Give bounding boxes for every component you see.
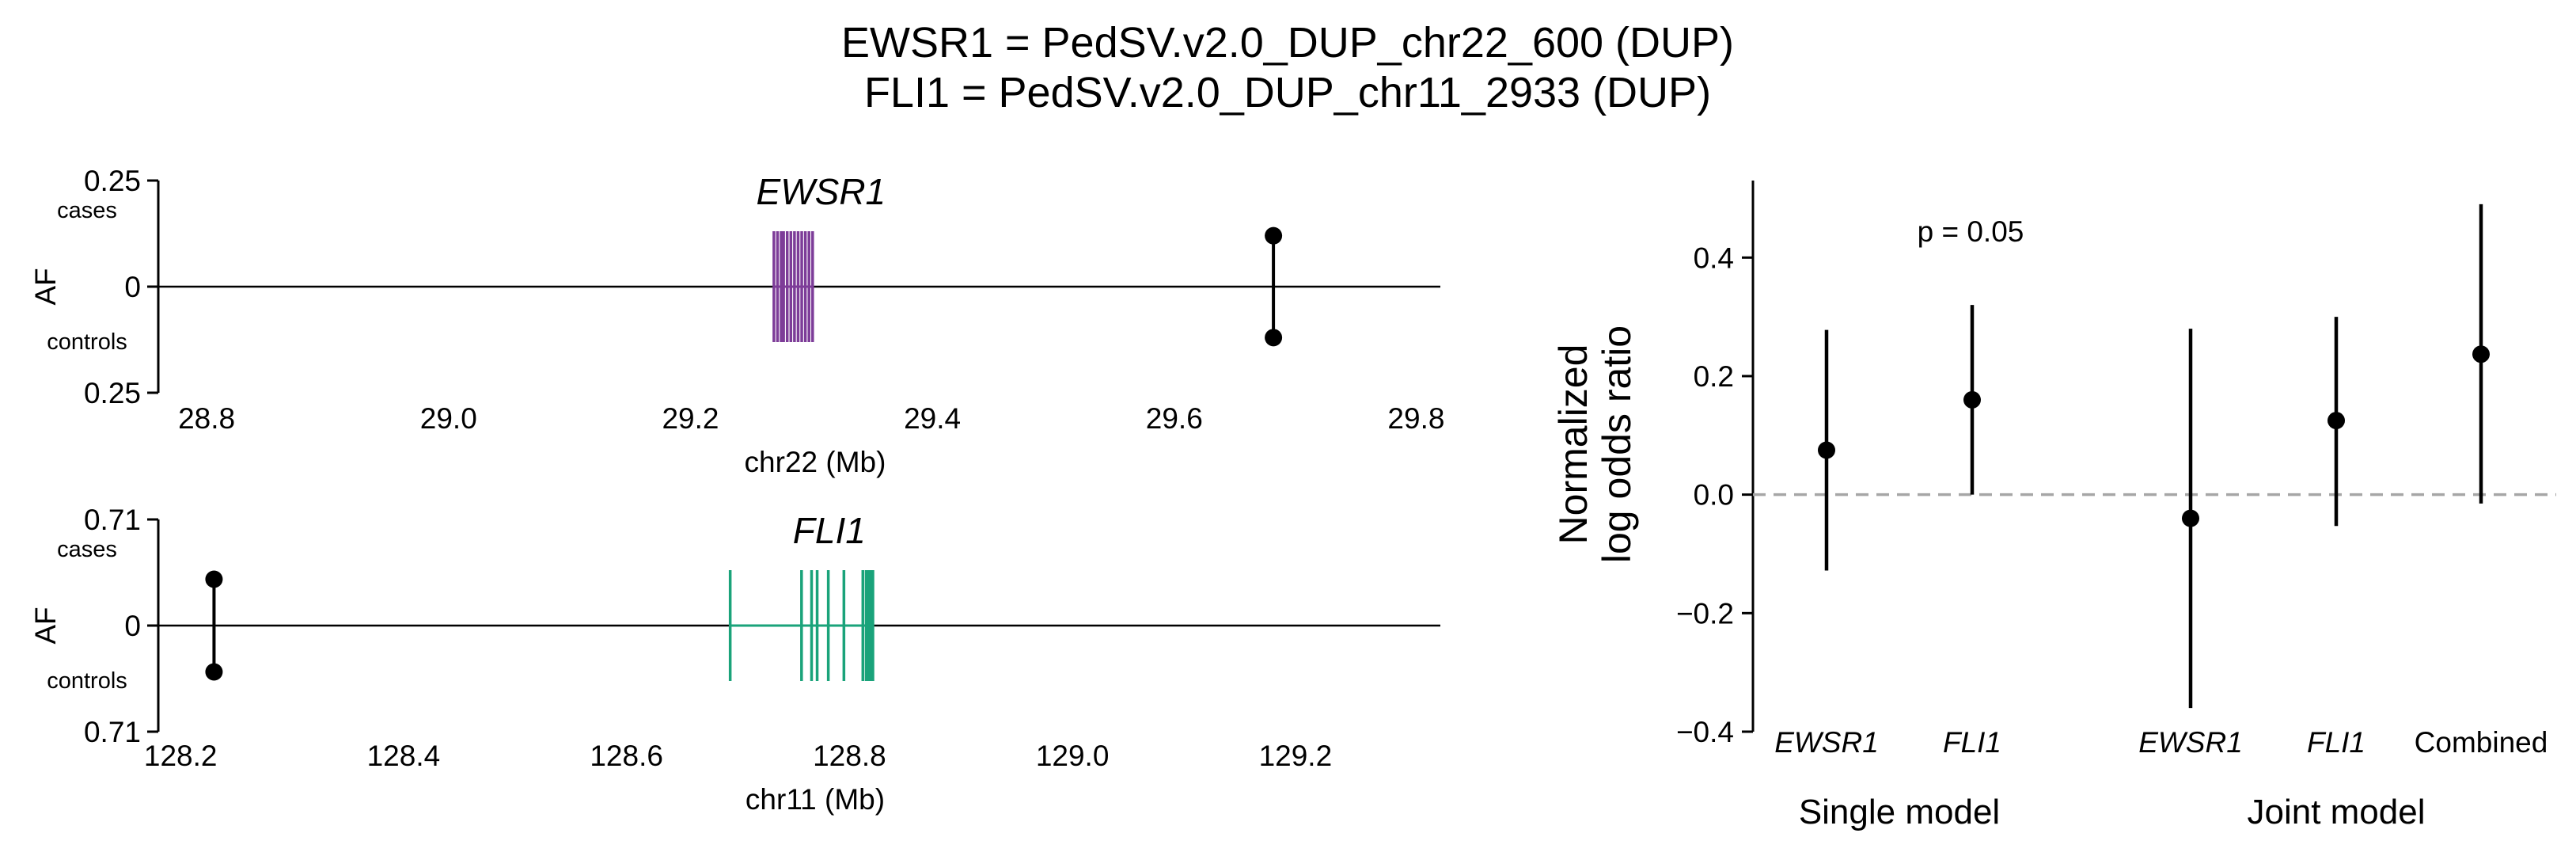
or-point [2472, 345, 2490, 363]
ewsr1-gene-label: EWSR1 [757, 171, 886, 212]
or-category-label: EWSR1 [1774, 726, 1879, 759]
or-category-label: Combined [2415, 726, 2548, 759]
ewsr1-y-tick-label: 0.25 [84, 165, 141, 197]
figure-title-line-2: FLI1 = PedSV.v2.0_DUP_chr11_2933 (DUP) [864, 69, 1711, 116]
fli1-x-tick-label: 128.8 [813, 740, 886, 772]
ewsr1-cases-label: cases [57, 198, 117, 223]
fli1-y-tick-label: 0.71 [84, 504, 141, 536]
fli1-y-axis-label: AF [29, 607, 62, 644]
ewsr1-x-tick-label: 29.6 [1146, 402, 1203, 435]
ewsr1-x-tick-label: 29.4 [904, 402, 961, 435]
odds-ratio-panel: −0.4 −0.2 0.0 0.2 0.4 Normalized log odds rati… [1551, 181, 2556, 831]
ewsr1-controls-label: controls [47, 329, 127, 355]
ewsr1-x-tick-label: 29.0 [420, 402, 477, 435]
fli1-y-tick-label: 0.71 [84, 716, 141, 748]
or-y-tick-label: 0.4 [1694, 242, 1734, 274]
ewsr1-y-tick-label: 0 [124, 271, 141, 303]
or-point [1818, 441, 1835, 459]
fli1-controls-label: controls [47, 668, 127, 694]
fli1-x-axis-label: chr11 (Mb) [745, 783, 885, 816]
ewsr1-x-axis-label: chr22 (Mb) [745, 446, 886, 478]
ewsr1-sv-cases-point [1265, 226, 1283, 245]
or-y-tick-label: −0.4 [1676, 716, 1734, 748]
or-y-tick-label: 0.2 [1694, 360, 1734, 393]
or-y-tick-label: 0.0 [1694, 479, 1734, 512]
fli1-x-tick-label: 128.2 [144, 740, 218, 772]
or-y-axis-label-line-2: log odds ratio [1595, 325, 1639, 563]
fli1-x-tick-label: 129.2 [1259, 740, 1333, 772]
fli1-sv-controls-point [205, 663, 223, 681]
ewsr1-y-tick-label: 0.25 [84, 377, 141, 409]
ewsr1-x-tick-label: 29.8 [1387, 402, 1444, 435]
ewsr1-x-tick-label: 28.8 [178, 402, 235, 435]
fli1-sv-cases-point [205, 570, 223, 588]
or-category-label: EWSR1 [2138, 726, 2243, 759]
fli1-x-tick-label: 128.6 [590, 740, 663, 772]
fli1-gene-label: FLI1 [793, 510, 866, 551]
fli1-y-tick-label: 0 [124, 610, 141, 642]
figure-title-line-1: EWSR1 = PedSV.v2.0_DUP_chr22_600 (DUP) [841, 19, 1734, 67]
or-y-axis-label-line-1: Normalized [1551, 344, 1595, 545]
fli1-cases-label: cases [57, 537, 117, 562]
fli1-x-tick-label: 128.4 [367, 740, 441, 772]
ewsr1-x-tick-label: 29.2 [662, 402, 719, 435]
or-y-tick-label: −0.2 [1676, 597, 1734, 630]
or-category-label: FLI1 [2307, 726, 2365, 759]
or-point [2182, 509, 2199, 527]
ewsr1-sv-controls-point [1265, 329, 1283, 347]
or-point [1963, 390, 1981, 409]
ewsr1-y-axis-label: AF [29, 268, 62, 305]
or-p-value-annotation: p = 0.05 [1918, 215, 2024, 248]
or-group-label-single: Single model [1799, 793, 2000, 831]
or-category-label: FLI1 [1943, 726, 2001, 759]
fli1-x-tick-label: 129.0 [1036, 740, 1110, 772]
or-point [2328, 412, 2345, 430]
or-group-label-joint: Joint model [2247, 793, 2425, 831]
